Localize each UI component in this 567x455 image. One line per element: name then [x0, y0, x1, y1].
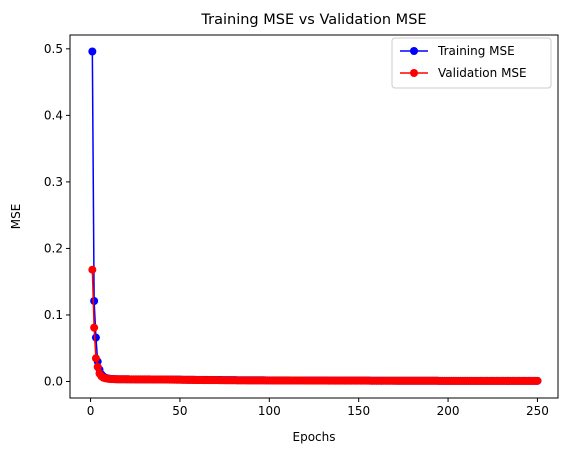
y-tick-label: 0.4 — [44, 108, 63, 122]
data-point — [533, 376, 542, 385]
y-tick-label: 0.5 — [44, 42, 63, 56]
data-point — [88, 265, 97, 274]
legend-box — [391, 37, 552, 89]
x-tick-label: 150 — [347, 404, 370, 418]
x-axis: 0 50 100 150 200 250 — [87, 398, 549, 418]
data-point — [90, 323, 99, 332]
legend-marker — [410, 47, 418, 55]
series-line — [91, 269, 538, 382]
x-tick-label: 200 — [437, 404, 460, 418]
series-training — [88, 47, 542, 385]
legend-item: Validation MSE — [400, 66, 527, 80]
data-point — [91, 333, 100, 342]
y-tick-label: 0.1 — [44, 308, 63, 322]
data-point — [93, 362, 102, 371]
legend-label: Training MSE — [437, 44, 515, 58]
x-tick-label: 100 — [258, 404, 281, 418]
x-tick-label: 50 — [172, 404, 187, 418]
x-axis-title: Epochs — [293, 430, 336, 444]
y-axis-title: MSE — [9, 204, 23, 230]
y-axis: 0.0 0.1 0.2 0.3 0.4 0.5 — [44, 42, 70, 389]
series-layer — [88, 47, 542, 385]
x-tick-label: 0 — [87, 404, 95, 418]
legend-label: Validation MSE — [438, 66, 527, 80]
y-tick-label: 0.3 — [44, 175, 63, 189]
legend-item: Training MSE — [400, 44, 515, 58]
legend-marker — [410, 69, 418, 77]
series-line — [91, 51, 538, 382]
x-tick-label: 250 — [526, 404, 549, 418]
chart-title: Training MSE vs Validation MSE — [200, 12, 426, 28]
y-tick-label: 0.0 — [44, 375, 63, 389]
data-point — [91, 354, 100, 363]
legend: Training MSE Validation MSE — [391, 37, 552, 89]
series-validation — [88, 265, 542, 385]
data-point — [88, 47, 97, 56]
y-tick-label: 0.2 — [44, 241, 63, 255]
data-point — [90, 297, 99, 305]
plot-frame — [69, 34, 559, 399]
